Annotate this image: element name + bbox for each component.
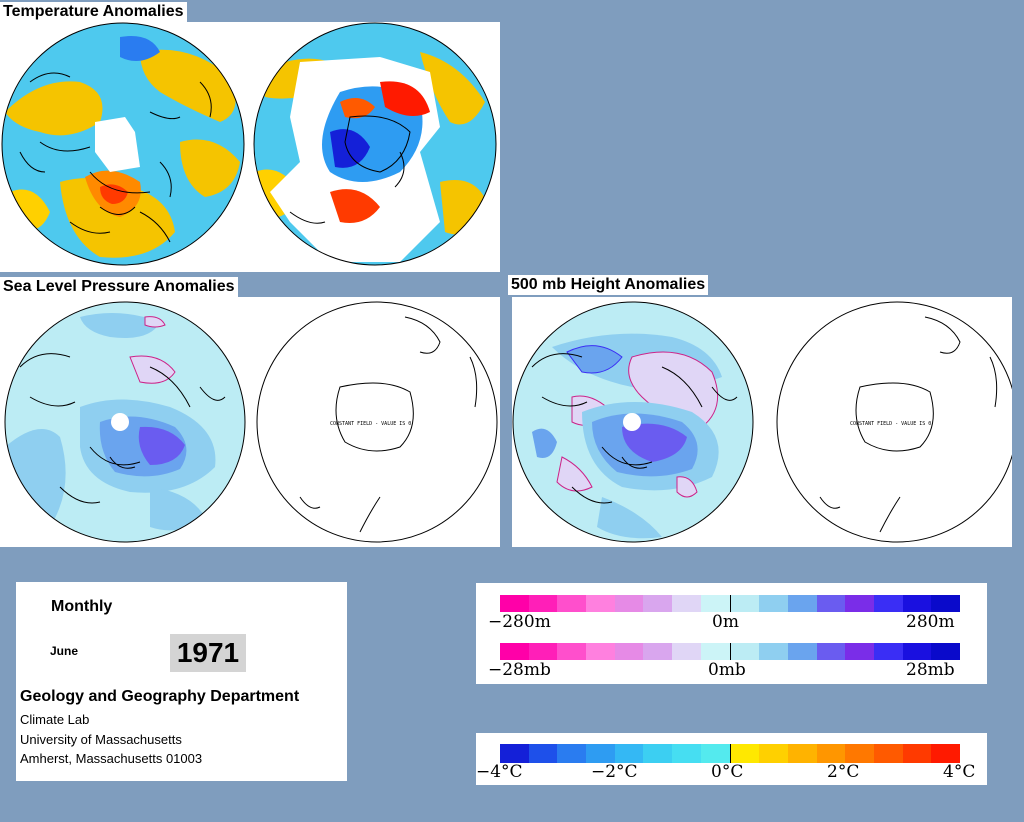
temperature-scale-label-3: 2°C (827, 762, 860, 782)
height500-anomalies-title: 500 mb Height Anomalies (508, 275, 709, 295)
height-scale-segment (902, 595, 932, 612)
height-pressure-legend: −280m 0m 280m −28mb 0mb 28mb (476, 583, 987, 684)
temperature-scale-segment (931, 744, 960, 763)
address-label: Amherst, Massachusetts 01003 (20, 751, 203, 766)
height-scale-label-max: 280m (906, 612, 955, 632)
temperature-scale-segment (528, 744, 558, 763)
temperature-scale-segment (557, 744, 587, 763)
height-scale-segment (759, 595, 788, 612)
pressure-scale-segment (787, 643, 817, 660)
period-label: Monthly (51, 598, 113, 615)
temperature-scale-segment (729, 744, 760, 763)
height-scale-segment (729, 595, 760, 612)
height-scale-segment (557, 595, 587, 612)
slp-map-south: CONSTANT FIELD - VALUE IS 0 (256, 301, 498, 543)
slp-maps-panel: CONSTANT FIELD - VALUE IS 0 (0, 297, 500, 547)
month-label: June (50, 644, 79, 658)
temperature-scale-label-1: −2°C (591, 762, 638, 782)
temperature-anomalies-title: Temperature Anomalies (0, 2, 187, 22)
temperature-scale-segment (873, 744, 903, 763)
pressure-scale-segment (643, 643, 673, 660)
height500-maps-panel: CONSTANT FIELD - VALUE IS 0 (512, 297, 1012, 547)
pressure-scale-label-zero: 0mb (708, 660, 746, 680)
height-scale-segment (700, 595, 730, 612)
height-scale-segment (500, 595, 529, 612)
pressure-scale-segment (845, 643, 874, 660)
height500-map-south: CONSTANT FIELD - VALUE IS 0 (776, 301, 1012, 543)
height-scale-segment (672, 595, 701, 612)
pressure-scale-segment (902, 643, 932, 660)
temperature-scale-segment (787, 744, 817, 763)
temperature-scale-segment (700, 744, 730, 763)
temperature-scale-segment (672, 744, 701, 763)
pressure-scale-segment (528, 643, 558, 660)
temperature-scale-segment (816, 744, 846, 763)
height500-maps-svg: CONSTANT FIELD - VALUE IS 0 (512, 301, 1012, 543)
pressure-scale-label-max: 28mb (906, 660, 955, 680)
height-scale-bar (500, 595, 960, 612)
temperature-scale-label-0: −4°C (476, 762, 523, 782)
height-scale-segment (586, 595, 615, 612)
temperature-maps-panel (0, 22, 500, 272)
pressure-scale-segment (931, 643, 960, 660)
pressure-scale-segment (729, 643, 760, 660)
temperature-map-north (2, 23, 244, 265)
temperature-scale-label-2: 0°C (711, 762, 744, 782)
height-scale-label-min: −280m (488, 612, 551, 632)
pressure-scale-segment (557, 643, 587, 660)
height-scale-segment (816, 595, 846, 612)
pressure-scale-segment (816, 643, 846, 660)
pressure-scale-segment (759, 643, 788, 660)
height500-map-north (513, 302, 753, 542)
temperature-scale-segment (614, 744, 644, 763)
height-scale-segment (528, 595, 558, 612)
height500-constant-field-label: CONSTANT FIELD - VALUE IS 0 (850, 421, 931, 427)
temperature-scale-segment (500, 744, 529, 763)
slp-constant-field-label: CONSTANT FIELD - VALUE IS 0 (330, 421, 411, 427)
height-scale-segment (614, 595, 644, 612)
pressure-scale-segment (500, 643, 529, 660)
temperature-scale-label-4: 4°C (943, 762, 976, 782)
info-box: Monthly June 1971 Geology and Geography … (16, 582, 347, 781)
pressure-scale-segment (873, 643, 903, 660)
temperature-scale-segment (643, 744, 673, 763)
year-label: 1971 (170, 634, 246, 672)
university-label: University of Massachusetts (20, 732, 182, 747)
lab-label: Climate Lab (20, 712, 90, 727)
temperature-scale-segment (845, 744, 874, 763)
pressure-scale-segment (614, 643, 644, 660)
pressure-scale-segment (586, 643, 615, 660)
temperature-legend: −4°C −2°C 0°C 2°C 4°C (476, 733, 987, 785)
pressure-scale-segment (672, 643, 701, 660)
height-scale-segment (787, 595, 817, 612)
department-label: Geology and Geography Department (20, 688, 300, 705)
slp-anomalies-title: Sea Level Pressure Anomalies (0, 277, 238, 297)
temperature-scale-bar (500, 744, 960, 763)
height-scale-segment (931, 595, 960, 612)
height-scale-segment (643, 595, 673, 612)
slp-map-north (5, 302, 245, 542)
height-scale-segment (845, 595, 874, 612)
pressure-scale-bar (500, 643, 960, 660)
height-scale-segment (873, 595, 903, 612)
temperature-map-south (254, 23, 496, 265)
temperature-scale-segment (902, 744, 932, 763)
pressure-scale-label-min: −28mb (488, 660, 551, 680)
slp-maps-svg: CONSTANT FIELD - VALUE IS 0 (4, 301, 498, 543)
temperature-scale-segment (586, 744, 615, 763)
temperature-scale-segment (759, 744, 788, 763)
temperature-maps-svg (1, 22, 497, 266)
height-scale-label-zero: 0m (712, 612, 739, 632)
pressure-scale-segment (700, 643, 730, 660)
